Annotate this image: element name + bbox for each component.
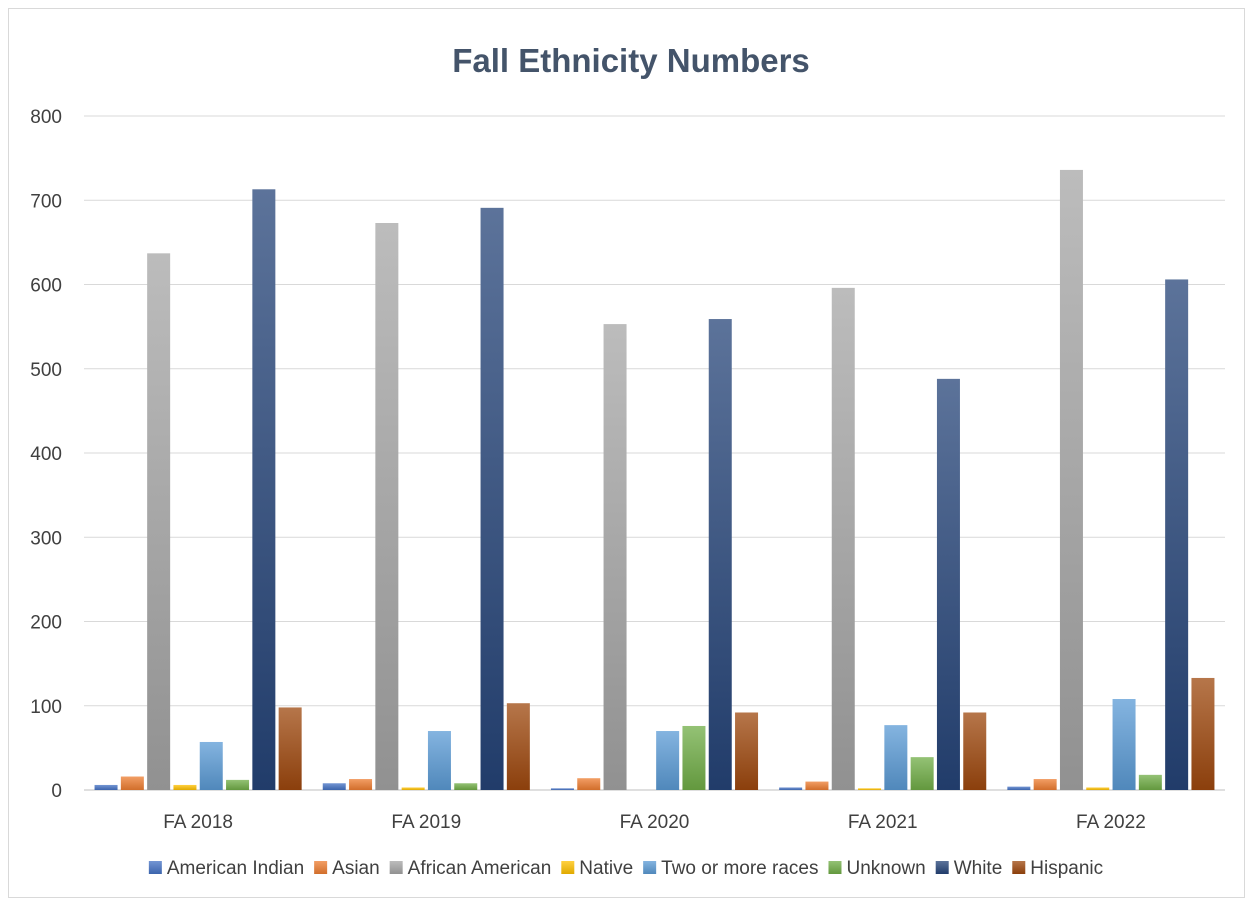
bar-hispanic: [735, 712, 759, 790]
bar-african-american: [147, 253, 171, 790]
x-tick-label: FA 2021: [848, 812, 918, 833]
x-axis: FA 2018 FA 2019 FA 2020 FA 2021 FA 2022: [163, 812, 1146, 833]
bar-two-or-more-races: [656, 731, 680, 790]
chart-title: Fall Ethnicity Numbers: [452, 42, 810, 79]
bar-unknown: [910, 757, 934, 790]
bar-two-or-more-races: [1112, 699, 1136, 790]
bar-native: [173, 784, 197, 790]
legend-label: American Indian: [167, 858, 304, 879]
legend-label: Native: [579, 858, 633, 879]
x-tick-label: FA 2019: [391, 812, 461, 833]
legend-label: Two or more races: [661, 858, 818, 879]
bar-american-indian: [322, 783, 346, 790]
bar-unknown: [226, 779, 250, 790]
bar-unknown: [1138, 774, 1162, 790]
x-tick-label: FA 2022: [1076, 812, 1146, 833]
bar-white: [936, 378, 960, 790]
bar-american-indian: [550, 788, 574, 790]
bar-african-american: [1059, 169, 1083, 791]
bar-american-indian: [1007, 786, 1031, 790]
legend-label: White: [954, 858, 1003, 879]
bar-asian: [805, 781, 829, 790]
bar-hispanic: [1191, 677, 1215, 790]
bar-african-american: [831, 287, 855, 790]
legend-swatch: [1012, 861, 1026, 874]
bar-asian: [349, 779, 373, 790]
y-tick-label: 100: [30, 697, 62, 718]
chart-frame: Fall Ethnicity Numbers 0 100 200 300 400 500 6…: [8, 8, 1245, 898]
y-tick-label: 0: [51, 781, 62, 802]
bar-hispanic: [278, 707, 302, 790]
bar-white: [480, 207, 504, 790]
legend-label: Asian: [332, 858, 380, 879]
legend: American Indian Asian African American Nati…: [148, 858, 1103, 879]
bar-white: [708, 319, 732, 790]
x-tick-label: FA 2018: [163, 812, 233, 833]
bar-chart: Fall Ethnicity Numbers 0 100 200 300 400 500 6…: [30, 42, 1225, 879]
bar-white: [1165, 279, 1189, 790]
bar-white: [252, 189, 276, 791]
legend-swatch: [935, 861, 949, 874]
bar-asian: [1033, 779, 1057, 790]
bar-african-american: [375, 222, 399, 790]
bar-hispanic: [963, 712, 987, 790]
y-axis: 0 100 200 300 400 500 600 700 800: [30, 107, 62, 802]
bar-american-indian: [779, 787, 803, 790]
bars: [94, 169, 1215, 791]
x-tick-label: FA 2020: [620, 812, 690, 833]
bar-asian: [120, 776, 144, 790]
legend-label: Unknown: [846, 858, 925, 879]
legend-swatch: [148, 861, 162, 874]
legend-swatch: [561, 861, 575, 874]
y-tick-label: 700: [30, 191, 62, 212]
legend-label: African American: [408, 858, 552, 879]
y-tick-label: 300: [30, 528, 62, 549]
y-tick-label: 500: [30, 360, 62, 381]
legend-swatch: [389, 861, 403, 874]
y-tick-label: 600: [30, 276, 62, 297]
bar-two-or-more-races: [199, 741, 223, 790]
bar-two-or-more-races: [884, 725, 908, 790]
bar-native: [1086, 787, 1110, 790]
bar-american-indian: [94, 784, 118, 790]
bar-hispanic: [506, 703, 530, 790]
legend-swatch: [314, 861, 328, 874]
bar-native: [401, 787, 425, 790]
legend-swatch: [643, 861, 657, 874]
bar-asian: [577, 778, 601, 790]
legend-label: Hispanic: [1030, 858, 1103, 879]
y-tick-label: 800: [30, 107, 62, 128]
bar-unknown: [454, 783, 478, 790]
bar-two-or-more-races: [427, 731, 451, 790]
legend-swatch: [828, 861, 842, 874]
bar-unknown: [682, 725, 706, 790]
bar-native: [858, 788, 882, 790]
y-tick-label: 400: [30, 444, 62, 465]
y-tick-label: 200: [30, 613, 62, 634]
bar-african-american: [603, 324, 627, 790]
